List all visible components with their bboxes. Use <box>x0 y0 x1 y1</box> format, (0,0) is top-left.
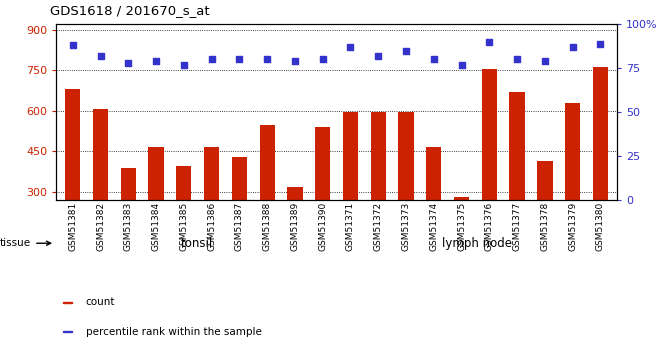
Point <box>512 57 523 62</box>
Point <box>67 42 78 48</box>
Bar <box>148 147 164 200</box>
Point <box>484 39 494 45</box>
Bar <box>399 111 414 200</box>
Bar <box>287 187 302 200</box>
Bar <box>426 147 442 200</box>
Text: tonsil: tonsil <box>180 237 213 250</box>
Bar <box>565 103 580 200</box>
Text: lymph node: lymph node <box>442 237 512 250</box>
Bar <box>510 92 525 200</box>
Point <box>234 57 245 62</box>
Point <box>123 60 133 66</box>
Point <box>568 44 578 50</box>
Point <box>345 44 356 50</box>
Bar <box>63 331 72 332</box>
Bar <box>454 197 469 200</box>
Text: tissue: tissue <box>0 238 51 248</box>
Text: count: count <box>86 297 115 307</box>
Point <box>150 58 161 64</box>
Bar <box>259 125 275 200</box>
Point <box>207 57 217 62</box>
Point <box>456 62 467 67</box>
Bar <box>121 168 136 200</box>
Point <box>95 53 106 59</box>
Bar <box>176 166 191 200</box>
Point <box>401 48 411 53</box>
Bar <box>371 111 386 200</box>
Point <box>317 57 328 62</box>
Point <box>595 41 606 46</box>
Bar <box>232 157 247 200</box>
Point <box>428 57 439 62</box>
Point <box>262 57 273 62</box>
Point <box>290 58 300 64</box>
Text: GDS1618 / 201670_s_at: GDS1618 / 201670_s_at <box>50 4 209 17</box>
Point <box>373 53 383 59</box>
Bar <box>63 302 72 303</box>
Bar <box>65 89 81 200</box>
Point <box>540 58 550 64</box>
Bar <box>593 68 608 200</box>
Bar <box>343 111 358 200</box>
Text: percentile rank within the sample: percentile rank within the sample <box>86 327 261 337</box>
Point <box>179 62 189 67</box>
Bar <box>93 109 108 200</box>
Bar <box>204 147 219 200</box>
Bar <box>482 69 497 200</box>
Bar <box>315 127 331 200</box>
Bar <box>537 161 552 200</box>
